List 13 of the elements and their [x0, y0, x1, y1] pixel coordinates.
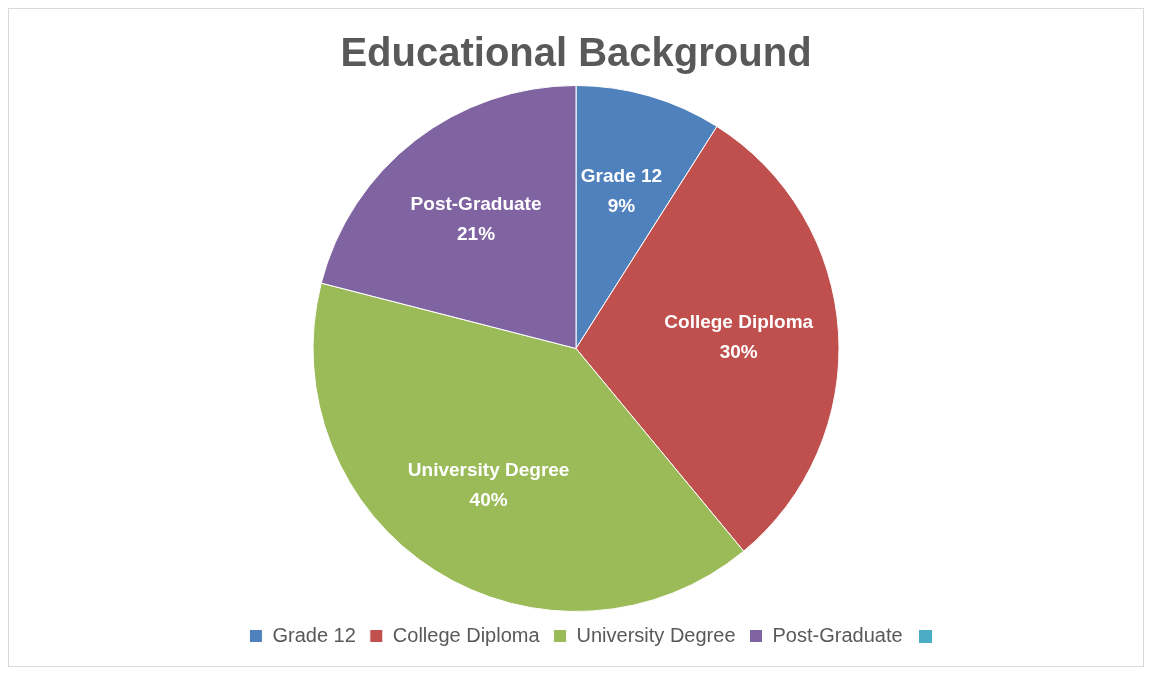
data-label: 21%	[457, 222, 496, 244]
legend-label: University Degree	[576, 623, 736, 646]
slice-label: College Diploma	[664, 311, 814, 333]
data-label: 40%	[469, 489, 508, 511]
legend-label: College Diploma	[392, 623, 541, 646]
slice-label: University Degree	[407, 459, 570, 481]
data-label: 30%	[719, 341, 758, 363]
slice-label: Post-Graduate	[410, 192, 542, 214]
legend-label: Post-Graduate	[772, 623, 903, 646]
legend-label: Grade 12	[272, 623, 356, 646]
slice-label: Grade 12	[580, 165, 663, 187]
chart-title: Educational Background	[340, 30, 812, 75]
data-label: 9%	[607, 195, 636, 217]
